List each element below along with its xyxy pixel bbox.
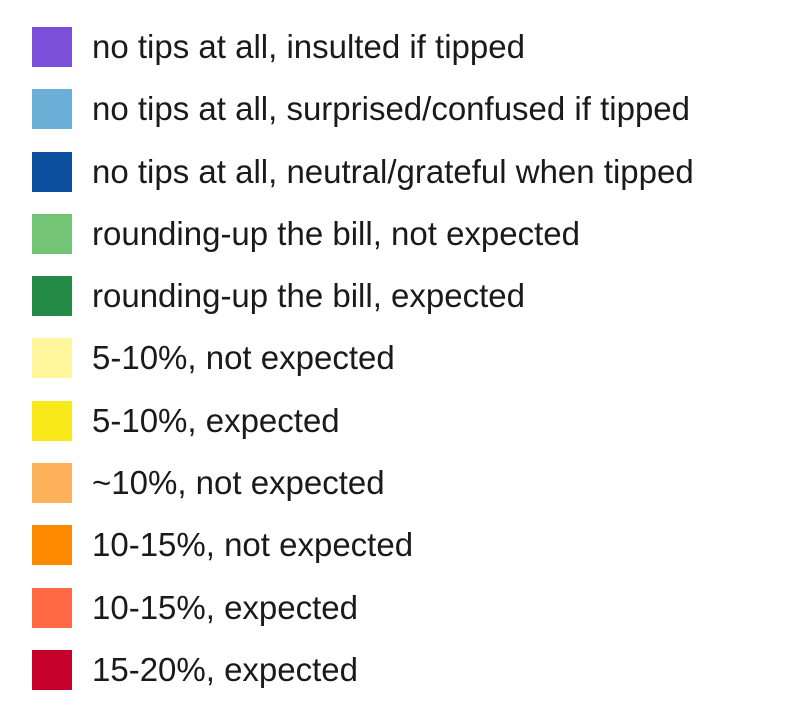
- legend-swatch: [32, 338, 72, 379]
- legend-item: 5-10%, not expected: [32, 338, 694, 400]
- legend-item: no tips at all, surprised/confused if ti…: [32, 89, 694, 151]
- legend-swatch: [32, 151, 72, 192]
- legend-item: ~10%, not expected: [32, 463, 694, 525]
- legend-item: no tips at all, insulted if tipped: [32, 27, 694, 89]
- legend-label: 15-20%, expected: [92, 650, 359, 688]
- legend-label: 10-15%, expected: [92, 588, 359, 626]
- legend-label: ~10%, not expected: [92, 464, 385, 502]
- legend-label: no tips at all, neutral/grateful when ti…: [92, 152, 694, 190]
- legend-swatch: [32, 89, 72, 130]
- legend-swatch: [32, 27, 72, 67]
- legend: no tips at all, insulted if tipped no tip…: [32, 27, 694, 712]
- legend-label: rounding-up the bill, not expected: [92, 214, 581, 252]
- legend-item: rounding-up the bill, not expected: [32, 213, 694, 276]
- legend-swatch: [32, 649, 72, 690]
- legend-item: 10-15%, not expected: [32, 525, 694, 587]
- legend-item: 10-15%, expected: [32, 587, 694, 650]
- legend-label: no tips at all, insulted if tipped: [92, 28, 525, 65]
- legend-swatch: [32, 213, 72, 254]
- legend-item: no tips at all, neutral/grateful when ti…: [32, 151, 694, 214]
- legend-label: rounding-up the bill, expected: [92, 277, 525, 315]
- legend-label: 5-10%, expected: [92, 401, 340, 439]
- legend-swatch: [32, 400, 72, 441]
- legend-item: 5-10%, expected: [32, 400, 694, 463]
- legend-label: no tips at all, surprised/confused if ti…: [92, 90, 691, 128]
- legend-label: 5-10%, not expected: [92, 339, 395, 377]
- legend-swatch: [32, 587, 72, 628]
- legend-swatch: [32, 463, 72, 504]
- legend-label: 10-15%, not expected: [92, 526, 414, 564]
- legend-swatch: [32, 276, 72, 317]
- legend-item: 15-20%, expected: [32, 649, 694, 712]
- legend-swatch: [32, 525, 72, 566]
- legend-item: rounding-up the bill, expected: [32, 276, 694, 338]
